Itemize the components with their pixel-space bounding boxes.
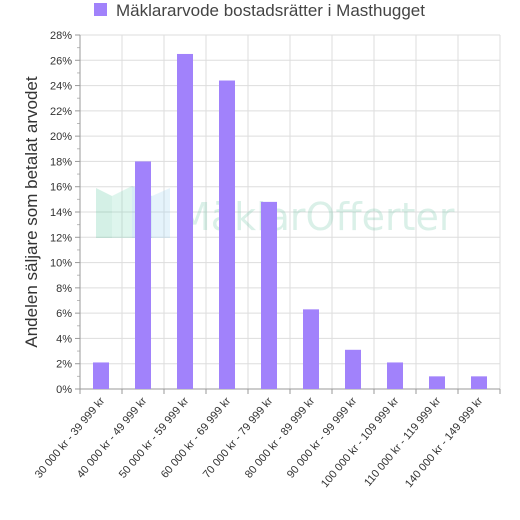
x-tick-label: 70 000 kr - 79 999 kr [201,395,276,481]
y-tick-label: 22% [50,106,72,118]
y-tick-label: 20% [50,131,72,143]
y-tick-label: 12% [50,232,72,244]
y-tick-label: 4% [56,333,72,345]
bar [303,309,319,389]
bar [429,376,445,389]
bar [219,80,235,389]
y-tick-label: 26% [50,55,72,67]
y-tick-label: 24% [50,81,72,93]
y-axis-title: Andelen säljare som betalat arvodet [22,76,41,347]
x-tick-label: 110 000 kr - 119 999 kr [362,395,443,489]
x-tick-label: 100 000 kr - 109 999 kr [319,395,402,490]
x-tick-label: 60 000 kr - 69 999 kr [159,395,234,481]
x-tick-label: 50 000 kr - 59 999 kr [117,395,192,481]
watermark-logo-mark [96,186,170,238]
x-tick-label: 30 000 kr - 39 999 kr [33,395,108,481]
legend-swatch [94,3,107,16]
bar [93,362,109,389]
x-tick-label: 90 000 kr - 99 999 kr [285,395,360,481]
y-tick-label: 16% [50,182,72,194]
y-tick-label: 10% [50,258,72,270]
y-tick-label: 18% [50,156,72,168]
bars [93,53,487,389]
bar [135,161,151,389]
y-tick-label: 2% [56,359,72,371]
y-tick-label: 8% [56,283,72,295]
y-tick-label: 14% [50,207,72,219]
y-tick-label: 0% [56,384,72,396]
legend-label: Mäklararvode bostadsrätter i Masthugget [116,1,425,20]
x-tick-label: 140 000 kr - 149 999 kr [403,395,486,490]
y-tick-label: 28% [50,30,72,42]
bar [261,201,277,389]
x-tick-label: 80 000 kr - 89 999 kr [243,395,318,481]
bar [471,376,487,389]
y-tick-labels: 0% 2% 4% 6% 8% 10% 12% 14% 16% 18% 20% 22% 24% 26% 28% [50,30,72,396]
y-tick-label: 6% [56,308,72,320]
x-tick-label: 40 000 kr - 49 999 kr [75,395,150,481]
bar [345,349,361,389]
legend: Mäklararvode bostadsrätter i Masthugget [94,1,425,20]
bar [387,362,403,389]
bar [177,53,193,389]
